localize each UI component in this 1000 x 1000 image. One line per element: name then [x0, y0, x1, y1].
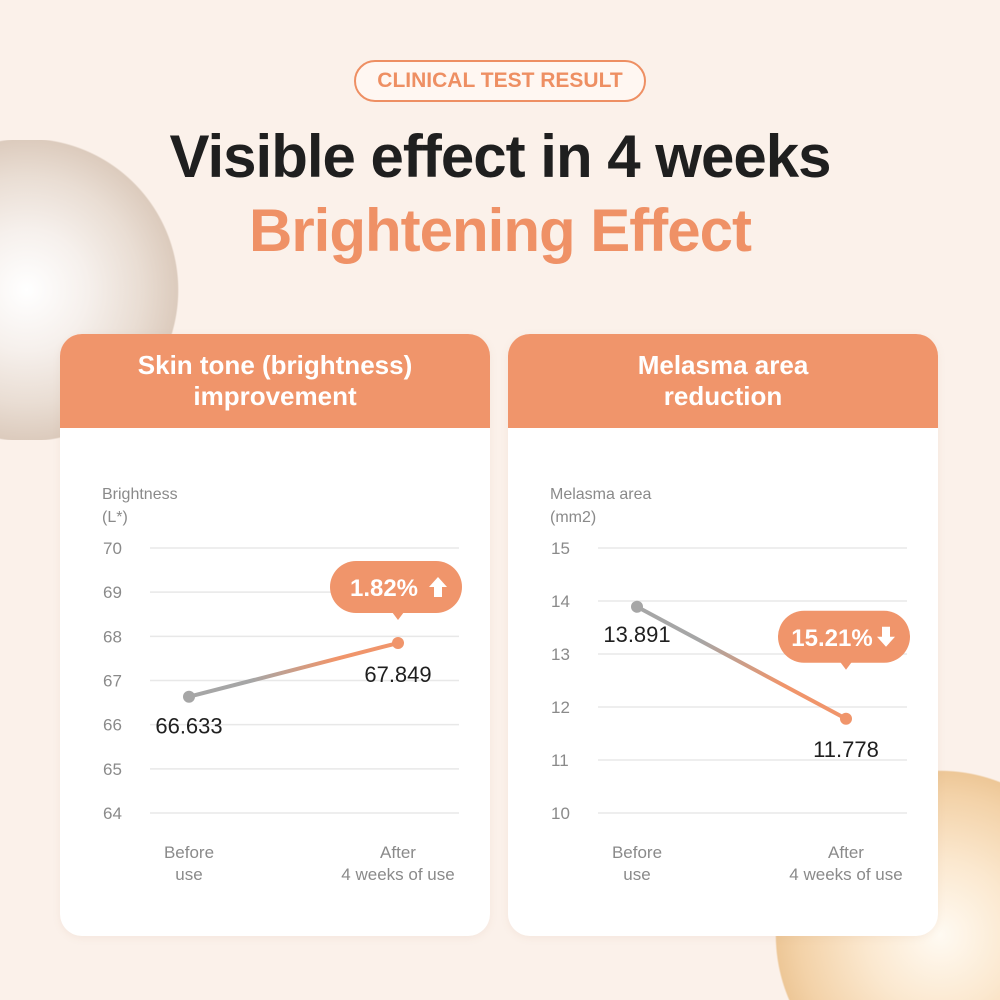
value-label-before: 66.633: [155, 714, 222, 739]
x-tick-label: use: [623, 865, 650, 884]
data-point-after: [392, 637, 404, 650]
y-tick-label: 13: [551, 645, 570, 664]
y-tick-label: 66: [103, 716, 122, 735]
arrow-up-icon: [429, 577, 447, 598]
y-axis-label: Melasma area: [550, 486, 651, 503]
x-tick-label: Before: [164, 843, 214, 862]
x-tick-label: After: [828, 843, 864, 862]
x-tick-label: 4 weeks of use: [341, 865, 454, 884]
data-point-before: [183, 690, 195, 703]
card-title: Skin tone (brightness) improvement: [60, 334, 490, 428]
card-title-line: improvement: [193, 381, 357, 411]
value-label-after: 11.778: [813, 737, 879, 762]
series-line: [188, 641, 399, 699]
y-tick-label: 11: [551, 751, 569, 770]
y-tick-label: 69: [103, 583, 122, 602]
callout-pointer: [840, 661, 852, 670]
x-tick-label: use: [175, 865, 202, 884]
series-line: [636, 605, 847, 721]
y-axis-label: (mm2): [550, 509, 596, 526]
subheadline: Brightening Effect: [249, 197, 752, 264]
headline: Visible effect in 4 weeks: [169, 123, 832, 190]
card-title-line: reduction: [663, 381, 783, 411]
y-tick-label: 10: [551, 804, 570, 823]
value-label-after: 67.849: [364, 662, 431, 687]
chart-card-brightness: Skin tone (brightness) improvement: [60, 334, 490, 936]
change-callout: [330, 561, 462, 614]
y-tick-label: 70: [103, 539, 122, 558]
change-percent: 1.82%: [350, 575, 418, 602]
y-tick-label: 12: [551, 698, 570, 717]
clinical-test-badge: CLINICAL TEST RESULT: [354, 60, 646, 102]
x-tick-label: Before: [612, 843, 662, 862]
change-percent: 15.21%: [791, 625, 872, 652]
change-callout: [778, 610, 910, 663]
callout-pointer: [392, 612, 404, 621]
y-axis-label: Brightness: [102, 486, 178, 503]
arrow-down-icon: [877, 626, 895, 647]
y-tick-label: 14: [551, 592, 570, 611]
x-tick-label: After: [380, 843, 416, 862]
card-title-line: Skin tone (brightness): [137, 350, 413, 380]
y-tick-label: 15: [551, 539, 570, 558]
y-tick-label: 67: [103, 672, 122, 691]
card-title: Melasma area reduction: [508, 334, 938, 428]
value-label-before: 13.891: [603, 622, 670, 647]
y-tick-label: 64: [103, 804, 122, 823]
y-axis-label: (L*): [102, 509, 128, 526]
x-tick-label: 4 weeks of use: [789, 865, 902, 884]
y-tick-label: 68: [103, 627, 122, 646]
data-point-after: [840, 712, 852, 725]
data-point-before: [631, 600, 643, 613]
card-title-line: Melasma area: [637, 350, 809, 380]
y-tick-label: 65: [103, 760, 122, 779]
